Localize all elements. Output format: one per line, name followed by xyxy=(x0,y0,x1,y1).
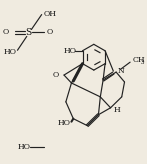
Text: CH: CH xyxy=(133,56,146,64)
Text: N: N xyxy=(118,67,125,75)
Text: S: S xyxy=(25,28,32,37)
Text: 3: 3 xyxy=(140,60,144,65)
Text: HO: HO xyxy=(64,47,77,55)
Text: HO: HO xyxy=(4,48,16,56)
Text: O: O xyxy=(53,71,59,79)
Text: HO: HO xyxy=(17,144,30,151)
Text: HO: HO xyxy=(57,119,71,127)
Text: O: O xyxy=(2,28,9,36)
Text: OH: OH xyxy=(44,10,57,18)
Text: O: O xyxy=(46,28,53,36)
Text: H: H xyxy=(113,106,120,114)
